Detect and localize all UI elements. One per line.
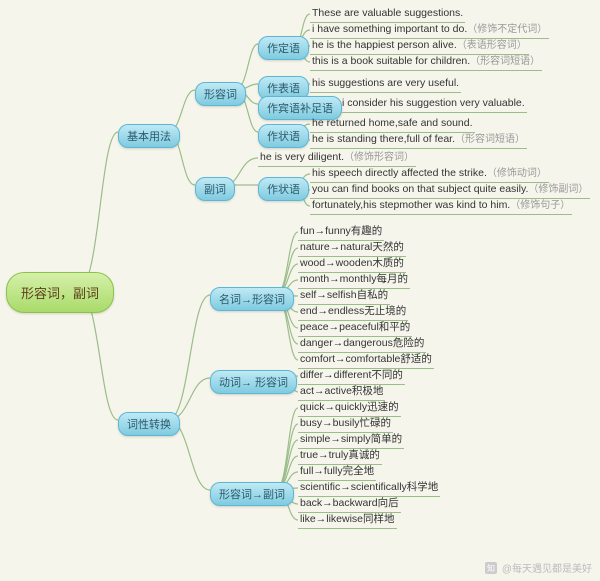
leaf-example: this is a book suitable for children.（形容…: [310, 54, 542, 71]
leaf-conversion: busy→busily忙碌的: [298, 416, 393, 433]
branch-basic-usage[interactable]: 基本用法: [118, 124, 180, 148]
leaf-example: i consider his suggestion very valuable.: [340, 96, 527, 113]
leaf-conversion: differ→different不同的: [298, 368, 405, 385]
leaf-conversion: simple→simply简单的: [298, 432, 404, 449]
leaf-conversion: peace→peaceful和平的: [298, 320, 412, 337]
leaf-example: he is standing there,full of fear.（形容词短语…: [310, 132, 527, 149]
leaf-conversion: wood→wooden木质的: [298, 256, 406, 273]
branch-adj-to-adv[interactable]: 形容词→副词: [210, 482, 294, 506]
leaf-conversion: fun→funny有趣的: [298, 224, 384, 241]
root-node[interactable]: 形容词，副词: [6, 272, 114, 313]
leaf-conversion: month→monthly每月的: [298, 272, 410, 289]
branch-attributive[interactable]: 作定语: [258, 36, 309, 60]
svg-text:知: 知: [487, 563, 495, 573]
leaf-example: his suggestions are very useful.: [310, 76, 461, 93]
leaf-conversion: quick→quickly迅速的: [298, 400, 401, 417]
leaf-conversion: self→selfish自私的: [298, 288, 390, 305]
leaf-example: you can find books on that subject quite…: [310, 182, 590, 199]
watermark: 知 @每天遇见都是美好: [485, 560, 592, 575]
watermark-text: @每天遇见都是美好: [502, 564, 592, 575]
leaf-example: he is very diligent.（修饰形容词）: [258, 150, 416, 167]
leaf-conversion: like→likewise同样地: [298, 512, 397, 529]
leaf-conversion: end→endless无止境的: [298, 304, 408, 321]
leaf-conversion: back→backward向后: [298, 496, 401, 513]
branch-noun-to-adj[interactable]: 名词→形容词: [210, 287, 294, 311]
leaf-conversion: comfort→comfortable舒适的: [298, 352, 434, 369]
branch-conversion[interactable]: 词性转换: [118, 412, 180, 436]
leaf-example: he is the happiest person alive.（表语形容词）: [310, 38, 529, 55]
zhihu-icon: 知: [485, 562, 497, 574]
leaf-example: fortunately,his stepmother was kind to h…: [310, 198, 572, 215]
leaf-conversion: danger→dangerous危险的: [298, 336, 426, 353]
leaf-conversion: true→truly真诚的: [298, 448, 382, 465]
leaf-example: he returned home,safe and sound.: [310, 116, 475, 133]
leaf-conversion: full→fully完全地: [298, 464, 376, 481]
leaf-conversion: scientific→scientifically科学地: [298, 480, 440, 497]
branch-adverbial[interactable]: 作状语: [258, 124, 309, 148]
leaf-example: his speech directly affected the strike.…: [310, 166, 549, 183]
leaf-conversion: act→active积极地: [298, 384, 385, 401]
branch-adverb[interactable]: 副词: [195, 177, 235, 201]
branch-adjective[interactable]: 形容词: [195, 82, 246, 106]
branch-verb-to-adj[interactable]: 动词→ 形容词: [210, 370, 297, 394]
branch-adverbial-2[interactable]: 作状语: [258, 177, 309, 201]
leaf-example: These are valuable suggestions.: [310, 6, 465, 23]
leaf-conversion: nature→natural天然的: [298, 240, 406, 257]
leaf-example: i have something important to do.（修饰不定代词…: [310, 22, 549, 39]
